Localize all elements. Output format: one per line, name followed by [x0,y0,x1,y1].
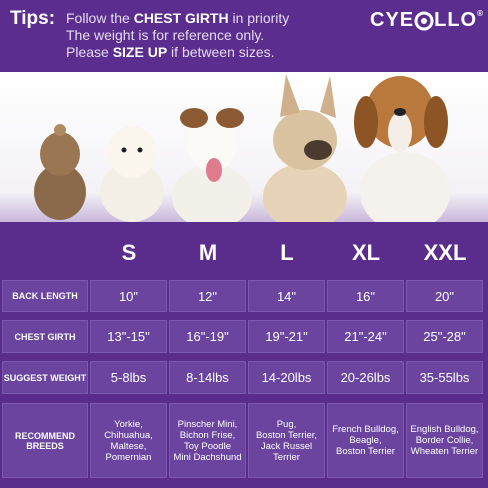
table-cell: 12" [169,280,246,312]
bold-text: SIZE UP [112,44,168,60]
row-label: BACK LENGTH [2,280,88,312]
text: if between sizes. [167,44,275,60]
row-label: CHEST GIRTH [2,320,88,353]
table-cell: 10" [90,280,167,312]
dog-photo [0,72,488,222]
tips-header: Tips: Follow the CHEST GIRTH in priority… [0,0,488,72]
table-cell: 25"-28" [406,320,483,353]
bold-text: CHEST GIRTH [133,10,229,26]
table-cell: 16"-19" [169,320,246,353]
tips-line: The weight is for reference only. [66,27,265,43]
table-cell: French Bulldog, Beagle, Boston Terrier [327,403,404,478]
tips-label: Tips: [10,8,56,29]
table-cell: 14" [248,280,325,312]
table-cell: 13"-15" [90,320,167,353]
size-header: XL [351,240,381,265]
table-cell: Pinscher Mini, Bichon Frise, Toy Poodle … [169,403,246,478]
logo: CYE LLO ® [370,9,484,32]
size-header: M [198,240,218,265]
size-header: S [121,240,137,265]
table-cell: 21"-24" [327,320,404,353]
table-cell: 35-55lbs [406,361,483,394]
dog-beagle [354,76,450,222]
dog-yorkie [34,124,86,220]
dog-pomeranian [100,126,164,222]
tips-line: Follow the CHEST GIRTH in priority [66,10,289,26]
logo-text: CYE [370,9,415,31]
size-header: L [280,240,294,265]
text: Follow the [66,10,134,26]
table-cell: 16" [327,280,404,312]
size-header: XXL [423,240,467,265]
table-cell: Pug, Boston Terrier, Jack Russel Terrier [248,403,325,478]
registered-mark: ® [477,9,485,18]
text: in priority [228,10,290,26]
dog-jack-russell [172,108,252,222]
row-label: RECOMMEND BREEDS [2,403,88,478]
tips-line: Please SIZE UP if between sizes. [66,44,275,60]
dog-french-bulldog [263,74,347,222]
table-cell: 5-8lbs [90,361,167,394]
logo-icon [414,11,434,30]
table-cell: 20-26lbs [327,361,404,394]
table-cell: Yorkie, Chihuahua, Maltese, Pomernian [90,403,167,478]
logo-text: LLO [434,9,478,31]
text: Please [66,44,113,60]
table-cell: 20" [406,280,483,312]
row-label: SUGGEST WEIGHT [2,361,88,394]
table-cell: English Bulldog, Border Collie, Wheaten … [406,403,483,478]
table-cell: 8-14lbs [169,361,246,394]
table-cell: 19"-21" [248,320,325,353]
table-cell: 14-20lbs [248,361,325,394]
